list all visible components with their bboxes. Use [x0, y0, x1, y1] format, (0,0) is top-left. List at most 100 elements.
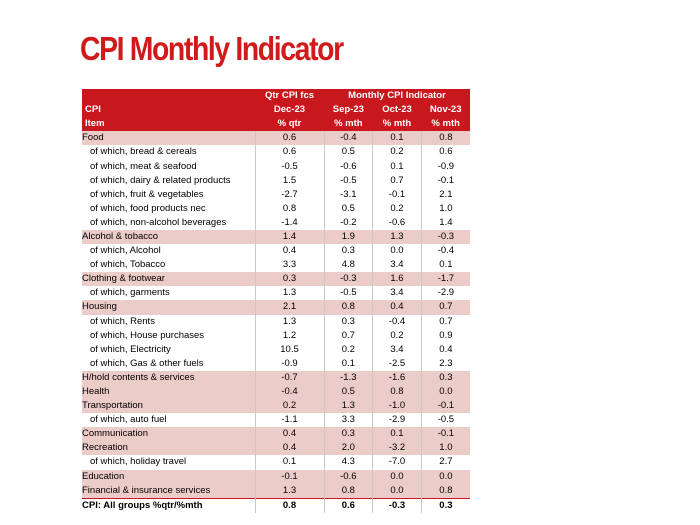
row-label: Transportation [82, 399, 255, 414]
value-qtr-dec-23: 0.4 [254, 441, 324, 456]
value-mth-nov-23: -1.7 [420, 272, 470, 287]
row-label: of which, auto fuel [82, 413, 255, 428]
value-mth-sep-23: -3.1 [323, 187, 373, 202]
value-mth-sep-23: 0.5 [323, 145, 373, 160]
value-mth-sep-23: 4.8 [323, 258, 373, 273]
table-row-sub: of which, House purchases 1.2 0.7 0.2 0.9 [82, 328, 470, 343]
value-qtr-dec-23: -0.4 [254, 384, 324, 400]
value-mth-sep-23: 1.9 [323, 229, 373, 245]
value-mth-sep-23: 0.7 [323, 328, 373, 343]
table-row-group: Alcohol & tobacco 1.4 1.9 1.3 -0.3 [82, 229, 470, 245]
value-mth-sep-23: -0.6 [323, 469, 373, 484]
value-mth-oct-23: -0.1 [372, 187, 422, 202]
value-mth-oct-23: 0.0 [372, 483, 422, 499]
table-row-sub: of which, non-alcohol beverages -1.4 -0.2-… [82, 215, 470, 230]
value-mth-nov-23: 0.1 [420, 258, 470, 273]
row-label: of which, holiday travel [82, 455, 255, 470]
table-row-sub: of which, Gas & other fuels -0.9 0.1 -2.5 2.… [82, 356, 470, 371]
value-qtr-dec-23: -0.9 [254, 356, 324, 371]
value-mth-sep-23: 0.3 [323, 244, 373, 259]
value-mth-oct-23: -1.6 [372, 370, 422, 385]
value-mth-sep-23: -0.5 [323, 173, 373, 188]
value-mth-sep-23: 0.5 [323, 201, 373, 216]
value-mth-oct-23: -3.2 [372, 441, 422, 456]
value-mth-nov-23: -0.1 [420, 399, 470, 414]
value-qtr-dec-23: -0.7 [254, 370, 324, 385]
row-label: of which, garments [82, 286, 255, 301]
table-row-sub: of which, garments 1.3 -0.5 3.4 -2.9 [82, 286, 470, 301]
row-label: of which, fruit & vegetables [82, 187, 255, 202]
value-mth-sep-23: -0.3 [323, 272, 373, 287]
value-mth-oct-23: -7.0 [372, 455, 422, 470]
value-mth-nov-23: -0.1 [420, 173, 470, 188]
row-label: of which, food products nec [82, 201, 255, 216]
value-mth-sep-23: 0.8 [323, 300, 373, 315]
value-mth-nov-23: 2.3 [420, 356, 470, 371]
value-mth-nov-23: 2.7 [420, 455, 470, 470]
value-mth-oct-23: 0.1 [372, 427, 422, 442]
table-row-sub: of which, fruit & vegetables -2.7 -3.1 -0.1… [82, 187, 470, 202]
value-qtr-dec-23: 0.3 [254, 272, 324, 287]
value-mth-oct-23: 0.0 [372, 469, 422, 484]
total-label: CPI: All groups %qtr/%mth [82, 497, 255, 513]
row-label: of which, Alcohol [82, 244, 255, 259]
header-oct-23: Oct-23 [372, 103, 422, 118]
header-row-1: Qtr CPI fcs Monthly CPI Indicator [82, 89, 470, 104]
row-label: of which, Tobacco [82, 258, 255, 273]
value-qtr-dec-23: 0.6 [254, 145, 324, 160]
header-unit-qtr: % qtr [255, 117, 324, 132]
value-qtr-dec-23: 0.2 [254, 399, 324, 414]
value-qtr-dec-23: 3.3 [254, 258, 324, 273]
row-label: of which, Rents [82, 314, 255, 329]
value-mth-nov-23: 0.0 [420, 384, 470, 400]
value-mth-nov-23: 1.4 [420, 215, 470, 230]
value-mth-sep-23: -0.6 [323, 159, 373, 174]
row-label: of which, dairy & related products [82, 173, 255, 188]
header-sep-23: Sep-23 [324, 103, 373, 118]
header-row-2: CPI Dec-23 Sep-23 Oct-23 Nov-23 [82, 103, 470, 118]
value-mth-oct-23: 1.3 [372, 229, 422, 245]
table-row-sub: of which, holiday travel 0.1 4.3 -7.0 2.7 [82, 455, 470, 470]
row-label: Alcohol & tobacco [82, 229, 255, 245]
header-unit-mth: % mth [372, 117, 422, 132]
value-qtr-dec-23: -0.5 [254, 159, 324, 174]
row-label: of which, House purchases [82, 328, 255, 343]
value-qtr-dec-23: 0.8 [254, 201, 324, 216]
value-mth-sep-23: -0.2 [323, 215, 373, 230]
total-value-qtr-dec-23: 0.8 [254, 497, 324, 513]
value-mth-sep-23: 0.1 [323, 356, 373, 371]
value-mth-oct-23: 0.1 [372, 159, 422, 174]
row-label: of which, bread & cereals [82, 145, 255, 160]
row-label: Housing [82, 300, 255, 315]
value-mth-oct-23: 3.4 [372, 258, 422, 273]
header-unit-mth: % mth [421, 117, 470, 132]
value-mth-nov-23: 0.6 [420, 145, 470, 160]
value-mth-sep-23: 0.2 [323, 342, 373, 357]
value-qtr-dec-23: 0.4 [254, 427, 324, 442]
value-qtr-dec-23: 1.3 [254, 483, 324, 499]
value-qtr-dec-23: 0.1 [254, 455, 324, 470]
value-mth-oct-23: -2.5 [372, 356, 422, 371]
value-mth-oct-23: -2.9 [372, 413, 422, 428]
value-mth-nov-23: 0.8 [420, 131, 470, 146]
value-qtr-dec-23: 1.3 [254, 286, 324, 301]
value-mth-nov-23: -0.1 [420, 427, 470, 442]
value-mth-oct-23: 3.4 [372, 286, 422, 301]
value-mth-nov-23: -2.9 [420, 286, 470, 301]
value-mth-nov-23: 1.0 [420, 201, 470, 216]
value-mth-nov-23: -0.3 [420, 229, 470, 245]
value-mth-sep-23: 4.3 [323, 455, 373, 470]
cpi-table: Qtr CPI fcs Monthly CPI Indicator CPI De… [82, 89, 470, 513]
page-title: CPI Monthly Indicator [80, 30, 344, 67]
value-qtr-dec-23: 1.2 [254, 328, 324, 343]
value-mth-oct-23: 1.6 [372, 272, 422, 287]
value-mth-nov-23: 0.3 [420, 370, 470, 385]
value-mth-sep-23: -0.4 [323, 131, 373, 146]
value-qtr-dec-23: 2.1 [254, 300, 324, 315]
value-mth-sep-23: 0.8 [323, 483, 373, 499]
value-mth-oct-23: 0.2 [372, 145, 422, 160]
table-row-group: Communication 0.4 0.3 0.1 -0.1 [82, 427, 470, 442]
row-label: of which, non-alcohol beverages [82, 215, 255, 230]
value-qtr-dec-23: -1.1 [254, 413, 324, 428]
value-mth-nov-23: 0.7 [420, 314, 470, 329]
